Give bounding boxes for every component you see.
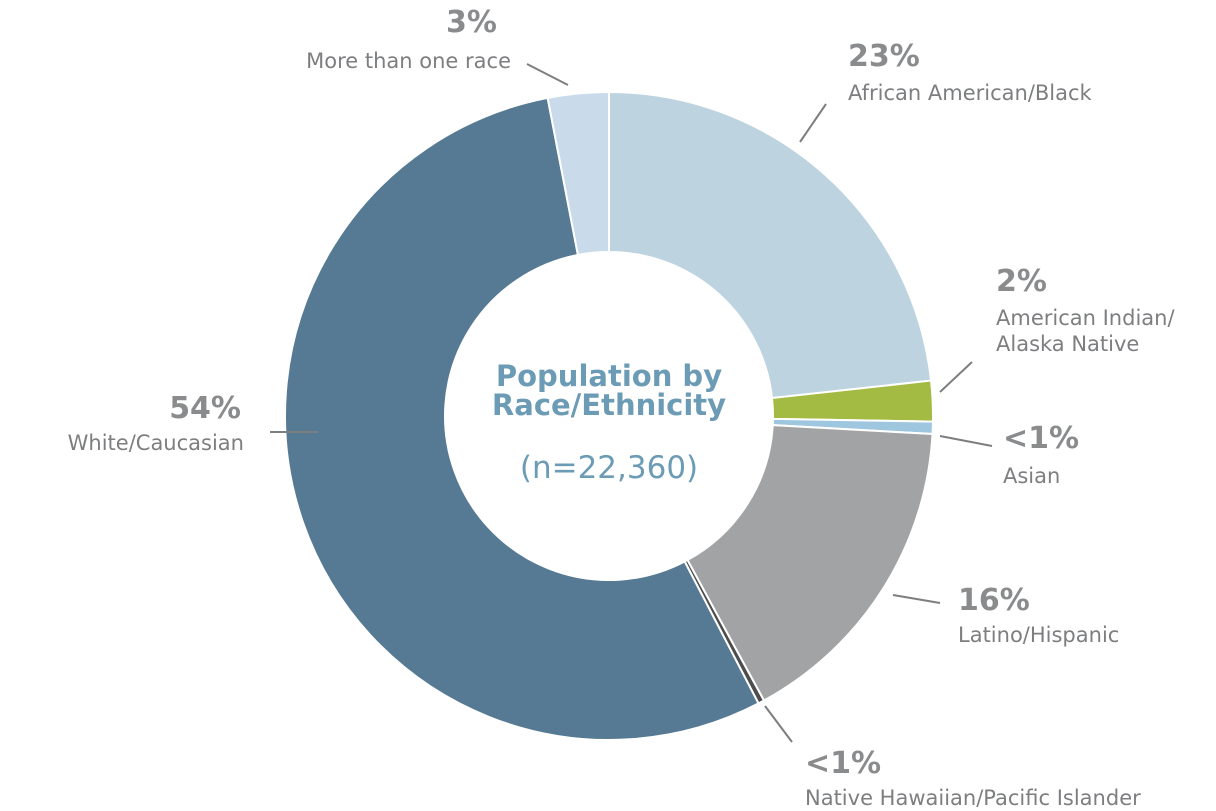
category-label: Asian [1003, 464, 1061, 488]
value-label: 16% [958, 583, 1030, 618]
leader-line [764, 705, 793, 743]
donut-segment [608, 90, 933, 400]
value-label: 2% [996, 264, 1047, 299]
category-label: Latino/Hispanic [958, 623, 1120, 647]
leader-line [939, 361, 973, 393]
category-label: African American/Black [848, 81, 1092, 105]
category-label: White/Caucasian [67, 431, 244, 455]
leader-line [799, 103, 827, 143]
value-label: <1% [1003, 421, 1080, 456]
leader-line [526, 63, 569, 86]
value-label: <1% [805, 746, 882, 781]
leader-line [892, 594, 941, 604]
donut-segment [686, 424, 934, 702]
value-label: 54% [169, 391, 241, 426]
category-label: Native Hawaiian/Pacific Islander [805, 786, 1141, 810]
value-label: 23% [848, 39, 920, 74]
leader-line [939, 435, 993, 447]
category-label: More than one race [306, 49, 511, 73]
chart-title: Population by Race/Ethnicity [491, 359, 727, 422]
value-label: 3% [446, 5, 497, 40]
donut-segment [284, 96, 760, 741]
category-label: American Indian/ Alaska Native [996, 306, 1175, 357]
chart-subtitle: (n=22,360) [519, 450, 699, 486]
donut-segment [546, 90, 610, 257]
